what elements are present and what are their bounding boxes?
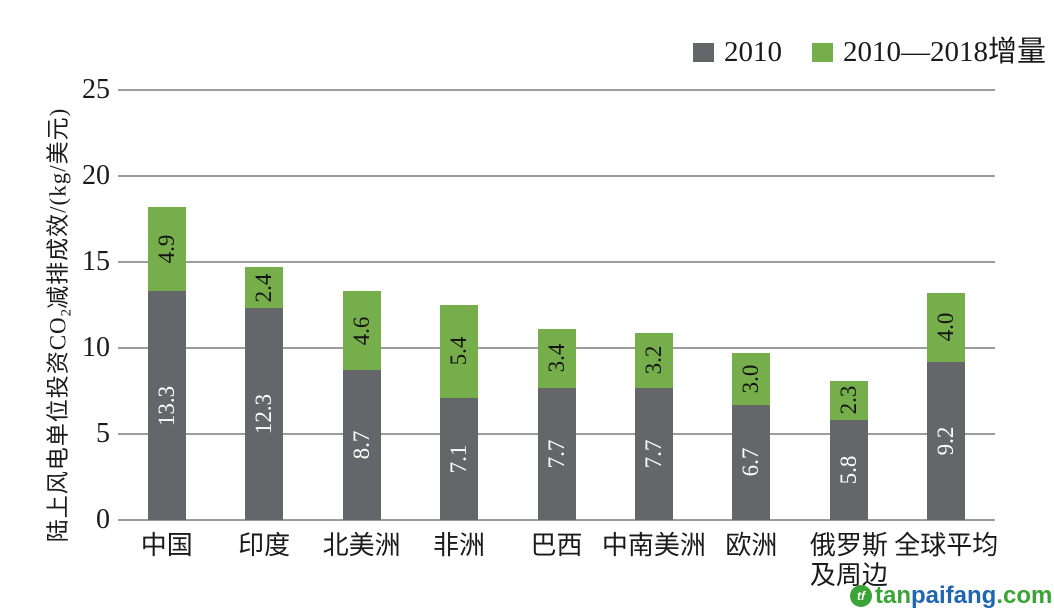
bar-segment-2010-0 (147, 291, 186, 520)
bar-segment-2010-7 (829, 420, 868, 520)
bar-value-2010-6: 6.7 (738, 448, 764, 477)
y-tick-label-25: 25 (82, 74, 110, 105)
bar-value-increment-5: 3.2 (640, 345, 666, 375)
bar-segment-2010-3 (440, 397, 479, 520)
gridline-y20 (118, 175, 995, 177)
watermark-text: tanpaifang.com (875, 582, 1052, 610)
bar-segment-2010-1 (245, 308, 284, 520)
bar-value-2010-0: 13.3 (153, 385, 179, 426)
x-category-label-6: 欧洲 (725, 531, 778, 560)
legend-item-2010: 2010 (692, 36, 782, 68)
bar-value-increment-7: 2.3 (835, 386, 861, 415)
watermark-text-com: .com (996, 582, 1053, 609)
bar-segment-2010-2 (342, 370, 381, 520)
bar-segment-increment-2 (342, 291, 381, 371)
x-category-label-2: 北美洲 (322, 531, 401, 560)
watermark-text-tan: tan (875, 582, 911, 609)
y-tick-label-5: 5 (96, 418, 110, 449)
bar-value-2010-2: 8.7 (348, 430, 374, 460)
bar-segment-increment-7 (829, 380, 868, 421)
x-category-label-4: 巴西 (530, 531, 583, 560)
bar-segment-2010-5 (634, 387, 673, 520)
y-tick-label-0: 0 (96, 504, 110, 535)
bar-segment-2010-6 (732, 404, 771, 520)
bar-value-increment-6: 3.0 (738, 364, 764, 394)
bar-value-increment-0: 4.9 (153, 234, 179, 264)
bar-value-increment-2: 4.6 (348, 316, 374, 346)
gridline-y15 (118, 261, 995, 263)
bar-segment-increment-3 (440, 305, 479, 398)
legend: 2010 2010—2018增量 (692, 36, 1046, 68)
x-category-label-5: 中南美洲 (601, 531, 706, 560)
x-category-label-3: 非洲 (433, 531, 486, 560)
y-axis-title-subscript: 2 (58, 308, 75, 317)
tanpaifang-logo-icon: tf (850, 585, 872, 607)
y-tick-label-15: 15 (82, 246, 110, 277)
y-tick-label-10: 10 (82, 332, 110, 363)
bar-segment-increment-6 (732, 353, 771, 405)
bar-segment-increment-5 (634, 332, 673, 388)
y-tick-label-20: 20 (82, 160, 110, 191)
bar-segment-increment-1 (245, 267, 284, 309)
bar-value-2010-4: 7.7 (543, 439, 569, 469)
bar-value-2010-5: 7.7 (640, 439, 666, 469)
bar-segment-increment-8 (927, 292, 966, 362)
bar-segment-2010-8 (927, 361, 966, 520)
legend-label-2010: 2010 (723, 36, 782, 68)
legend-swatch-2010 (692, 43, 714, 62)
bar-segment-increment-4 (537, 329, 576, 388)
bar-value-increment-8: 4.0 (933, 312, 959, 342)
legend-item-increment: 2010—2018增量 (811, 36, 1046, 68)
bar-value-2010-7: 5.8 (835, 455, 861, 485)
x-category-label-0: 中国 (140, 531, 193, 560)
bar-segment-increment-0 (147, 206, 186, 292)
bar-value-increment-4: 3.4 (543, 343, 569, 373)
bar-value-increment-1: 2.4 (251, 273, 277, 303)
watermark-text-paifang: paifang (911, 582, 997, 609)
y-axis-title-post: 减排成效/(kg/美元) (45, 107, 71, 309)
bar-value-2010-3: 7.1 (446, 444, 472, 474)
x-category-label-1: 印度 (238, 531, 291, 560)
gridline-y0 (118, 519, 995, 521)
gridline-y25 (118, 89, 995, 91)
watermark: tf tanpaifang.com (850, 582, 1052, 610)
bar-value-2010-8: 9.2 (933, 426, 959, 456)
bar-segment-2010-4 (537, 387, 576, 520)
legend-swatch-increment (811, 43, 833, 62)
bar-value-increment-3: 5.4 (446, 337, 472, 366)
x-category-label-7: 俄罗斯 及周边 (809, 531, 888, 590)
x-category-label-8: 全球平均 (894, 531, 999, 560)
bar-value-2010-1: 12.3 (251, 394, 277, 435)
legend-label-increment: 2010—2018增量 (842, 36, 1046, 68)
